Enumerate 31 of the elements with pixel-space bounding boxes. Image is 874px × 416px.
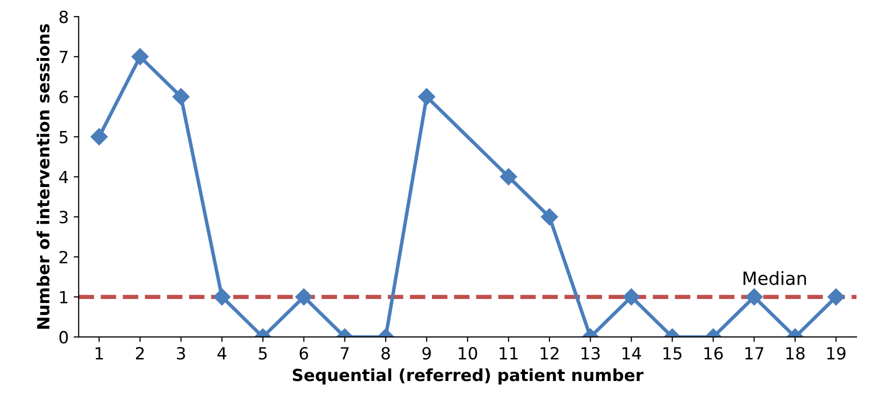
x-tick-label: 13 — [582, 346, 600, 360]
x-tick-label: 2 — [136, 346, 144, 360]
y-tick-label: 0 — [59, 330, 68, 344]
x-tick-label: 12 — [540, 346, 558, 360]
x-tick-label: 8 — [382, 346, 390, 360]
y-tick-label: 8 — [59, 10, 68, 24]
y-tick-label: 7 — [60, 50, 68, 64]
x-tick-label: 9 — [422, 346, 431, 360]
y-tick-label: 4 — [59, 170, 68, 184]
y-tick-label: 6 — [60, 90, 68, 104]
x-tick-label: 17 — [745, 347, 764, 360]
x-tick-label: 4 — [217, 347, 226, 360]
x-tick-label: 6 — [300, 346, 308, 360]
x-tick-label: 16 — [704, 346, 723, 360]
x-tick-label: 18 — [786, 346, 805, 360]
x-tick-label: 19 — [827, 346, 846, 360]
x-tick-label: 14 — [622, 347, 642, 360]
y-tick-label: 3 — [60, 210, 68, 224]
y-tick-label: 5 — [60, 130, 68, 144]
x-tick-label: 5 — [258, 347, 267, 360]
y-tick-label: 1 — [60, 291, 68, 304]
x-tick-label: 10 — [458, 346, 478, 360]
x-tick-label: 11 — [500, 347, 518, 360]
x-tick-label: 15 — [664, 347, 682, 360]
x-tick-label: 3 — [176, 346, 185, 360]
y-tick-label: 2 — [60, 250, 68, 264]
ref-line-label: Median — [744, 271, 806, 286]
x-tick-label: 7 — [340, 347, 349, 360]
y-axis-title: Number of intervention sessions — [36, 24, 50, 329]
x-axis-title: Sequential (referred) patient number — [292, 368, 644, 384]
x-tick-label: 1 — [96, 347, 103, 360]
